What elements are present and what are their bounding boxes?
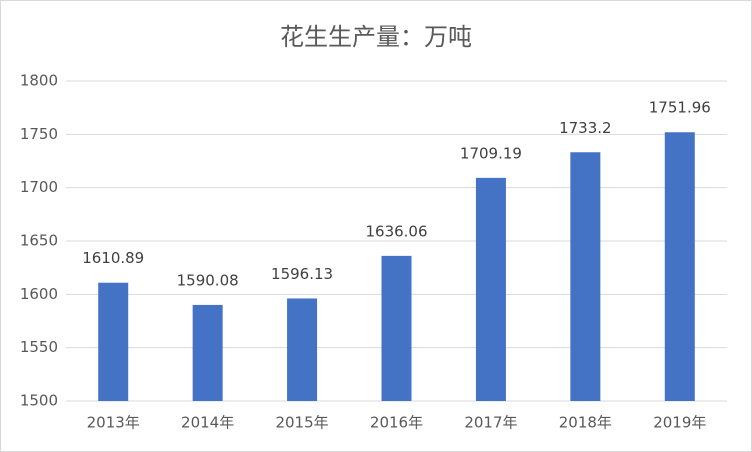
y-tick-label: 1500 bbox=[20, 392, 58, 410]
bar bbox=[381, 255, 412, 401]
x-tick-label: 2014年 bbox=[181, 414, 234, 432]
value-label: 1751.96 bbox=[649, 99, 711, 117]
x-tick-label: 2013年 bbox=[87, 414, 140, 432]
value-label: 1596.13 bbox=[271, 265, 333, 283]
x-tick-label: 2018年 bbox=[559, 414, 612, 432]
x-tick-label: 2015年 bbox=[275, 414, 328, 432]
bar bbox=[192, 304, 223, 401]
value-label: 1590.08 bbox=[177, 271, 239, 289]
bar bbox=[664, 132, 695, 401]
y-tick-label: 1750 bbox=[20, 125, 58, 143]
value-label: 1709.19 bbox=[460, 144, 522, 162]
x-tick-label: 2017年 bbox=[464, 414, 517, 432]
chart-title: 花生生产量：万吨 bbox=[280, 23, 472, 51]
y-tick-label: 1600 bbox=[20, 285, 58, 303]
value-label: 1733.2 bbox=[559, 119, 612, 137]
bar bbox=[287, 298, 318, 401]
bar bbox=[98, 282, 129, 401]
value-label: 1610.89 bbox=[82, 249, 144, 267]
y-tick-label: 1700 bbox=[20, 178, 58, 196]
y-tick-label: 1650 bbox=[20, 232, 58, 250]
value-label: 1636.06 bbox=[365, 222, 427, 240]
x-tick-label: 2019年 bbox=[653, 414, 706, 432]
bar bbox=[475, 177, 506, 401]
x-tick-label: 2016年 bbox=[370, 414, 423, 432]
bar bbox=[570, 152, 601, 401]
y-tick-label: 1550 bbox=[20, 338, 58, 356]
y-tick-label: 1800 bbox=[20, 72, 58, 90]
